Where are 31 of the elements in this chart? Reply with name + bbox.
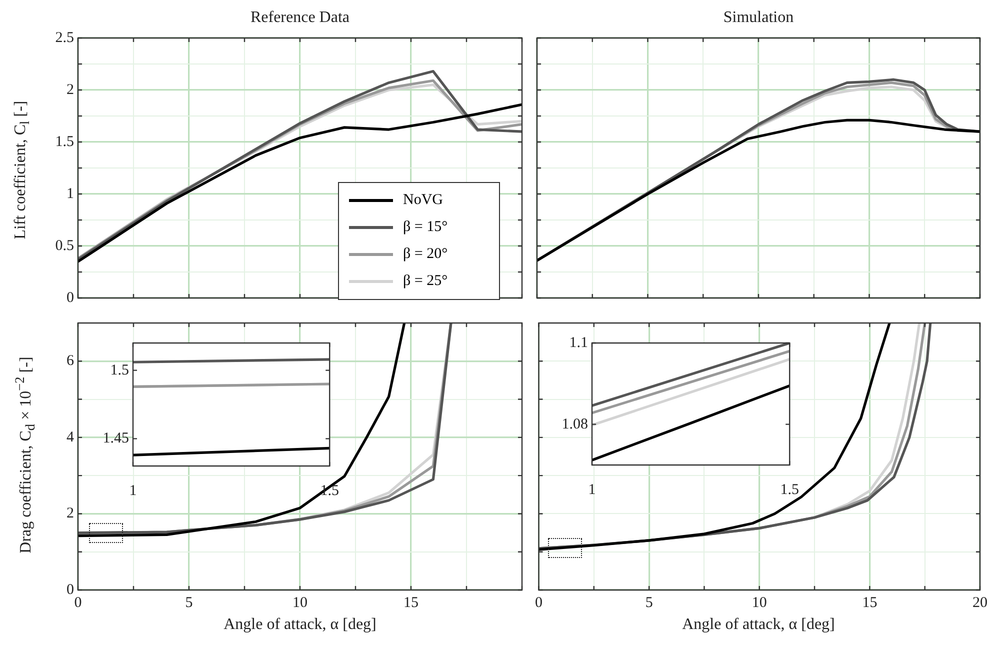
x-tick-label: 10 [292, 594, 308, 611]
x-tick-label: 5 [645, 594, 653, 611]
y-tick-label: 1.5 [55, 134, 74, 150]
legend-label: β = 20° [403, 246, 448, 263]
x-tick-label: 1.5 [780, 482, 799, 498]
x-axis-title: Angle of attack, α [deg] [222, 616, 378, 634]
y-tick-label: 2 [66, 82, 74, 98]
x-tick-label: 1.5 [320, 482, 339, 499]
y-tick-label: 0.5 [55, 238, 74, 254]
x-tick-label: 10 [752, 594, 767, 611]
y-tick-label: 1.45 [102, 430, 129, 447]
x-axis-title: Angle of attack, α [deg] [681, 616, 836, 634]
y-tick-label: 6 [66, 353, 74, 370]
x-tick-label: 20 [972, 594, 988, 611]
x-tick-label: 5 [185, 594, 193, 611]
chart-title: Simulation [722, 9, 795, 27]
x-tick-label: 15 [862, 594, 878, 611]
y-tick-label: 1.1 [569, 334, 588, 351]
y-tick-label: 2 [66, 506, 74, 522]
y-tick-label: 1.08 [562, 416, 588, 432]
x-tick-label: 15 [404, 594, 418, 611]
legend-label: β = 25° [403, 273, 448, 290]
y-tick-label: 0 [66, 582, 74, 598]
legend-label: NoVG [403, 192, 443, 209]
legend-label: β = 15° [403, 219, 448, 236]
y-tick-label: 2.5 [55, 30, 74, 46]
y-tick-label: 4 [66, 429, 74, 446]
y-tick-label: 1 [66, 186, 74, 202]
x-tick-label: 0 [535, 594, 542, 611]
chart-title: Reference Data [249, 9, 351, 27]
y-tick-label: 0 [66, 290, 74, 306]
